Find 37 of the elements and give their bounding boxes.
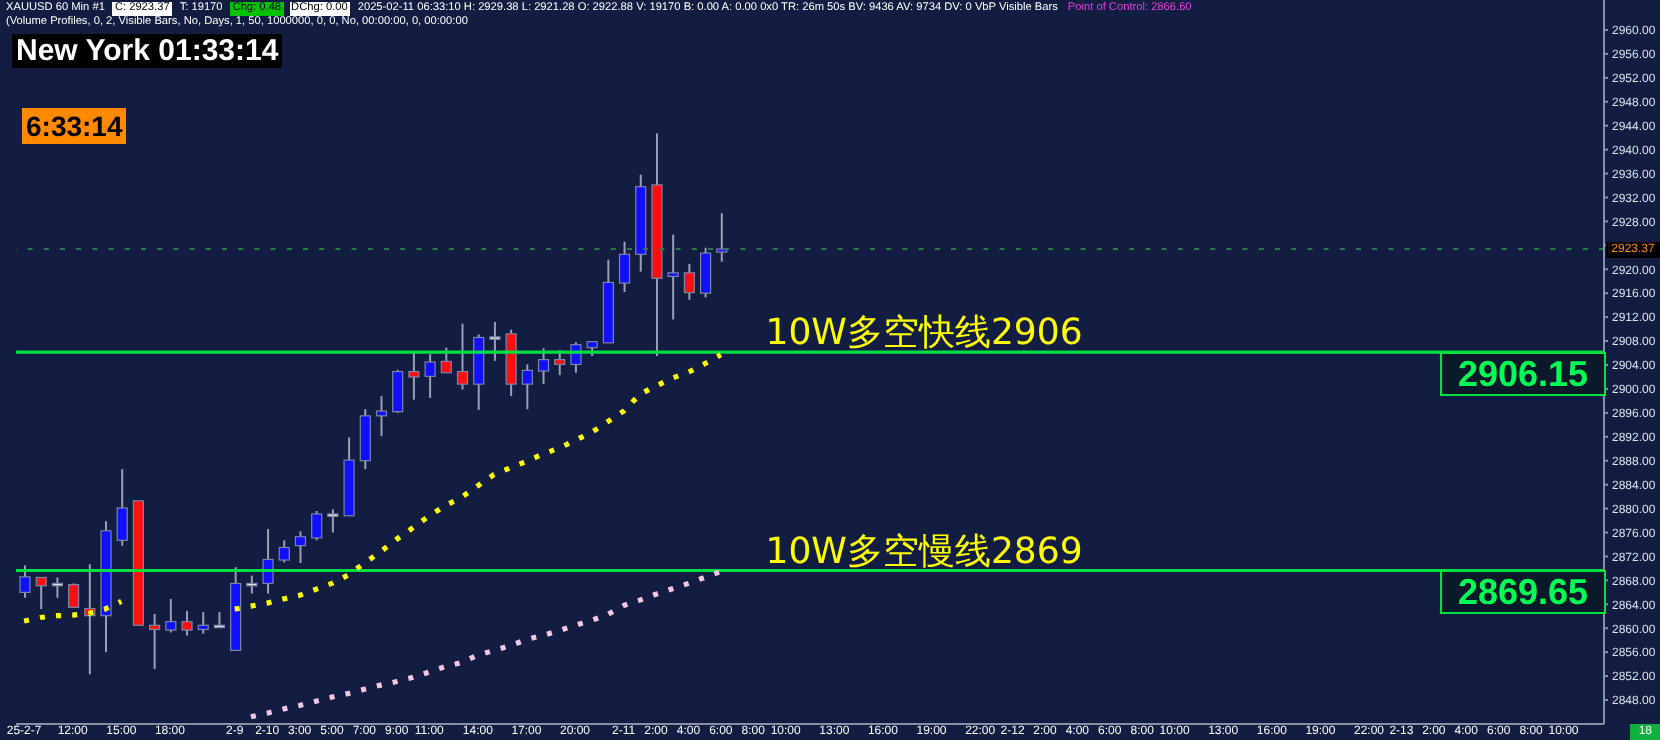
candlestick — [278, 539, 290, 564]
candlestick — [197, 611, 209, 635]
text: New York 01:33:14 — [12, 34, 283, 68]
candlestick — [473, 333, 485, 411]
candlestick — [68, 582, 80, 609]
candlestick — [35, 576, 47, 611]
candlestick — [699, 246, 712, 299]
candlestick — [262, 527, 274, 595]
line-series — [248, 568, 724, 720]
candlestick — [618, 240, 631, 293]
candlestick — [424, 353, 436, 399]
candlestick — [489, 320, 501, 362]
candlestick — [165, 597, 177, 634]
ref-line-label: 10W多空慢线2869 — [765, 530, 1083, 573]
candlestick — [19, 564, 31, 599]
candlestick — [667, 233, 679, 321]
candlestick — [359, 408, 371, 471]
candlestick — [683, 262, 695, 301]
candlestick — [716, 212, 728, 263]
candlestick — [116, 468, 128, 547]
candlestick — [149, 612, 161, 670]
candlestick — [311, 509, 323, 542]
candlestick — [375, 395, 388, 438]
candlestick — [456, 322, 469, 391]
annotation: 2906.15 — [1440, 352, 1606, 397]
ref-line-label: 10W多空快线2906 — [765, 312, 1083, 355]
candlestick — [181, 609, 193, 637]
candlestick — [440, 346, 452, 374]
candlestick — [554, 349, 566, 377]
annotation: 6:33:14 — [22, 108, 127, 144]
candlestick — [327, 508, 339, 534]
candlestick — [408, 352, 420, 401]
candlestick — [537, 347, 550, 386]
annotation: 2869.65 — [1440, 570, 1606, 615]
candlestick — [392, 368, 404, 414]
candlestick — [294, 530, 307, 565]
candlestick — [521, 363, 533, 411]
